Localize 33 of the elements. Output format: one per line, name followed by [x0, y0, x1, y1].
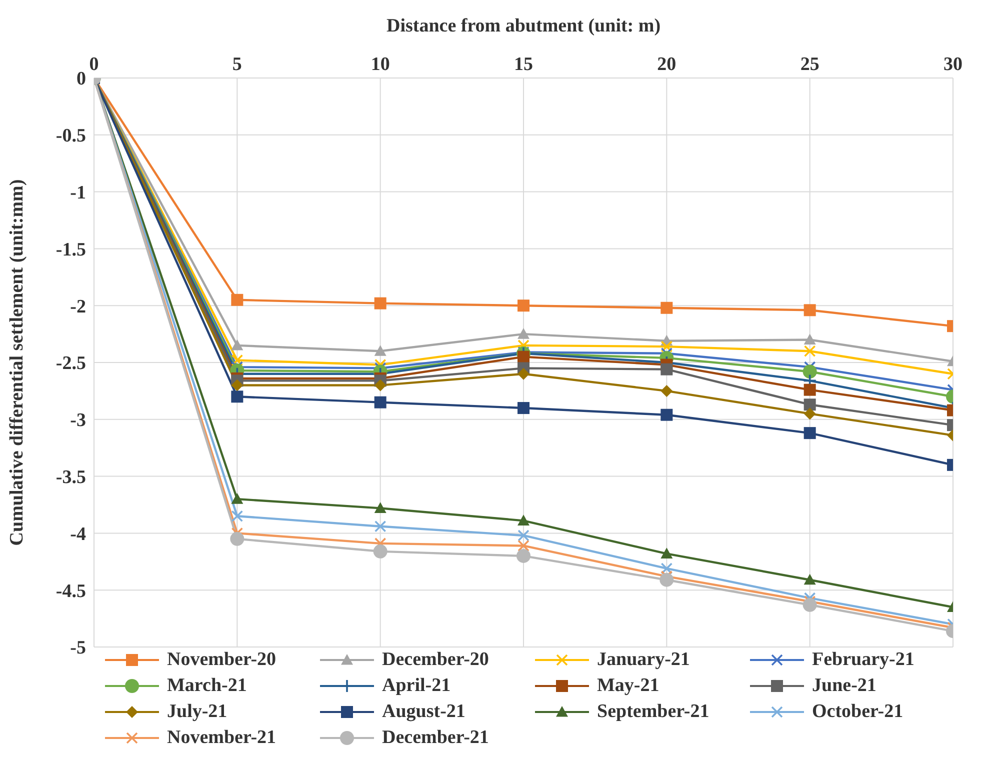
legend-label: November-20 — [167, 649, 276, 671]
legend-label: October-21 — [812, 701, 904, 723]
y-tick-label: 0 — [76, 68, 86, 90]
y-tick-label: -4.5 — [56, 580, 86, 602]
y-tick-label: -4 — [70, 524, 86, 545]
legend-label: September-21 — [597, 701, 710, 723]
y-tick-label: -2 — [70, 296, 86, 318]
y-tick-label: -5 — [70, 638, 86, 659]
y-tick-label: -3 — [70, 410, 86, 432]
legend-label: June-21 — [812, 675, 876, 697]
y-tick-label: -1 — [70, 182, 86, 204]
x-tick-label: 5 — [232, 54, 242, 75]
y-axis-title: Cumulative differential settlement (unit:mm) — [6, 179, 28, 546]
x-tick-label: 25 — [800, 54, 820, 75]
x-axis-title: Distance from abutment (unit: m) — [386, 15, 661, 36]
legend-label: May-21 — [597, 675, 660, 697]
legend-label: August-21 — [382, 701, 466, 723]
legend-label: January-21 — [597, 649, 690, 671]
x-tick-label: 20 — [657, 54, 676, 75]
y-tick-label: -0.5 — [56, 126, 86, 147]
legend-label: December-20 — [382, 649, 489, 671]
legend-label: December-21 — [382, 727, 489, 749]
legend-label: April-21 — [382, 675, 451, 697]
legend-label: November-21 — [167, 727, 276, 749]
x-tick-label: 30 — [944, 54, 962, 75]
y-tick-label: -2.5 — [56, 353, 86, 374]
legend-label: February-21 — [812, 649, 914, 671]
y-tick-label: -1.5 — [56, 239, 86, 260]
x-tick-label: 15 — [514, 54, 533, 75]
x-tick-label: 10 — [370, 54, 390, 75]
legend-label: March-21 — [167, 675, 247, 697]
y-tick-label: -3.5 — [56, 467, 86, 488]
legend-label: July-21 — [167, 701, 228, 723]
